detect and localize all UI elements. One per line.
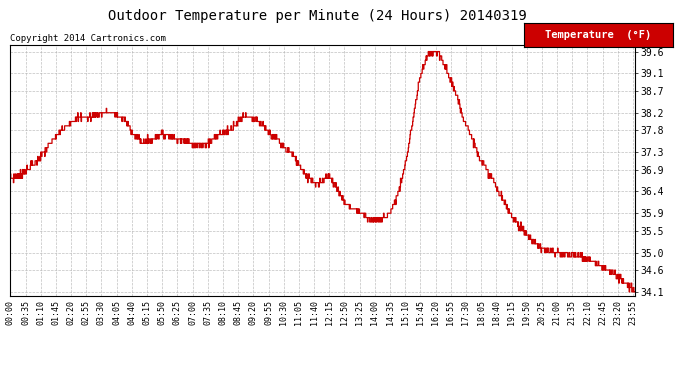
Text: Outdoor Temperature per Minute (24 Hours) 20140319: Outdoor Temperature per Minute (24 Hours… (108, 9, 526, 23)
Text: Temperature  (°F): Temperature (°F) (546, 30, 651, 40)
Text: Copyright 2014 Cartronics.com: Copyright 2014 Cartronics.com (10, 34, 166, 43)
